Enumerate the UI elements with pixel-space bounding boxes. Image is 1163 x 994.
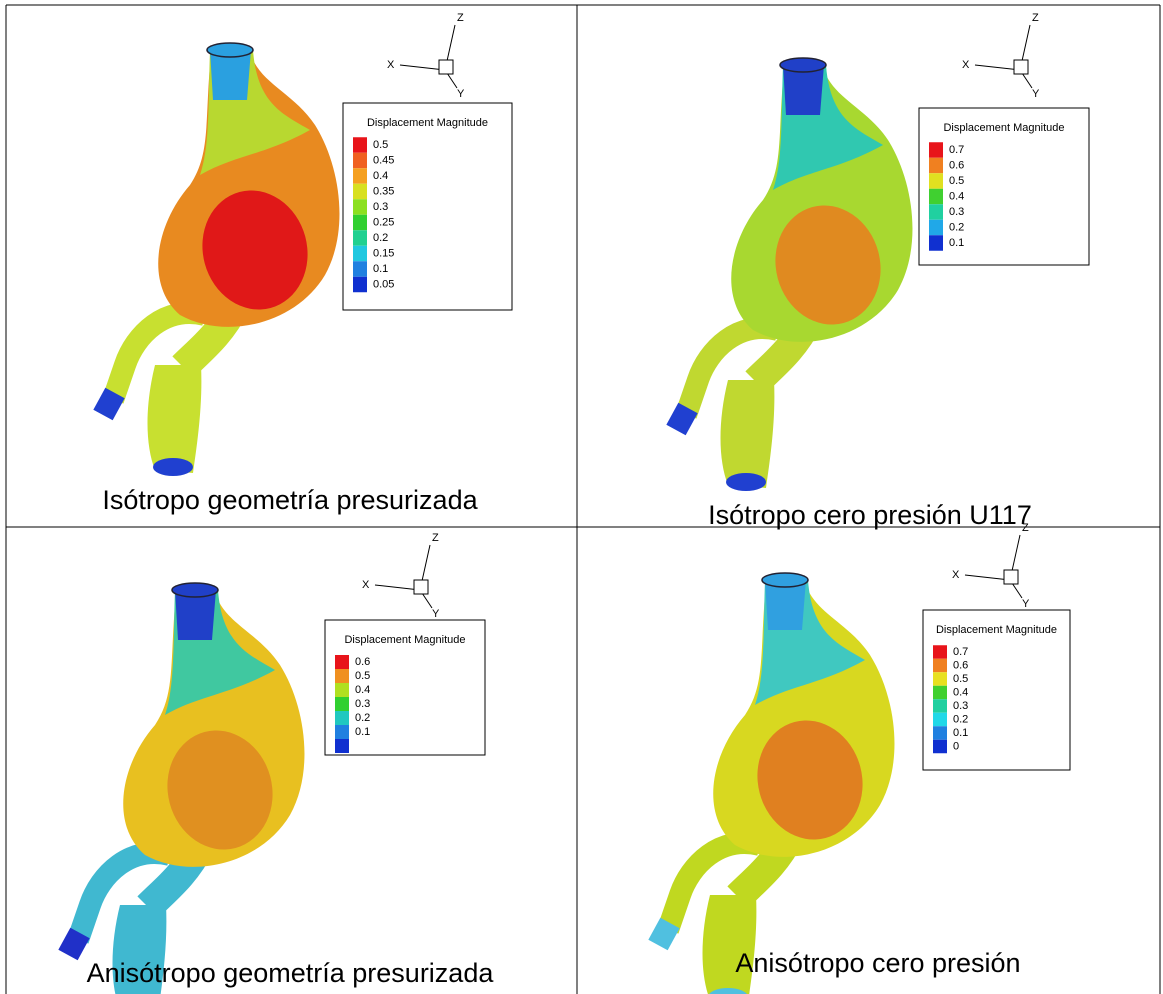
legend-label: 0.3 <box>953 700 968 712</box>
legend-label: 0.2 <box>355 712 370 724</box>
legend-swatch <box>353 277 367 293</box>
legend-swatch <box>335 655 349 669</box>
legend-swatch <box>929 189 943 205</box>
legend-swatch <box>933 699 947 713</box>
legend-label: 0.35 <box>373 185 394 197</box>
legend-swatch <box>929 158 943 174</box>
figure: Isótropo geometría presurizada Displaceme… <box>0 0 1163 994</box>
legend-swatch <box>335 683 349 697</box>
axis-x <box>965 575 1010 580</box>
legend-label: 0.05 <box>373 278 394 290</box>
axis-x <box>400 65 445 70</box>
legend-label: 0 <box>953 740 959 752</box>
axis-label-y: Y <box>457 88 465 100</box>
legend-label: 0.4 <box>949 190 964 202</box>
axis-x <box>375 585 420 590</box>
aneurysm-render <box>658 573 894 994</box>
caption: Isótropo cero presión U117 <box>708 500 1032 530</box>
legend-title: Displacement Magnitude <box>936 624 1057 636</box>
axis-label-z: Z <box>457 12 464 24</box>
axis-cube <box>1014 60 1028 74</box>
legend-label: 0.45 <box>373 154 394 166</box>
legend-swatch <box>933 740 947 754</box>
legend-swatch <box>335 725 349 739</box>
aneurysm-render <box>68 583 304 994</box>
legend-swatch <box>933 686 947 700</box>
legend-swatch <box>929 173 943 189</box>
axis-cube <box>1004 570 1018 584</box>
legend-label: 0.6 <box>355 656 370 668</box>
legend-swatch <box>933 659 947 673</box>
legend-label: 0.1 <box>373 263 388 275</box>
caption: Anisótropo cero presión <box>735 948 1020 978</box>
legend-label: 0.2 <box>373 232 388 244</box>
legend-swatch <box>353 199 367 215</box>
legend-swatch <box>353 184 367 200</box>
legend-label: 0.1 <box>949 237 964 249</box>
axis-label-y: Y <box>1032 88 1040 100</box>
legend-swatch <box>353 137 367 153</box>
axis-x <box>975 65 1020 70</box>
legend-label: 0.4 <box>373 170 388 182</box>
legend-swatch <box>353 168 367 184</box>
legend-title: Displacement Magnitude <box>344 634 465 646</box>
axis-label-y: Y <box>1022 598 1030 610</box>
legend-label: 0.5 <box>373 139 388 151</box>
axis-label-x: X <box>952 569 960 581</box>
legend-swatch <box>353 261 367 277</box>
legend-label: 0.4 <box>953 686 968 698</box>
legend-swatch <box>929 204 943 220</box>
legend-swatch <box>933 645 947 659</box>
legend-label: 0.1 <box>355 726 370 738</box>
axis-label-z: Z <box>1032 12 1039 24</box>
legend-label: 0.5 <box>949 175 964 187</box>
legend-swatch <box>353 230 367 246</box>
legend-label: 0.3 <box>373 201 388 213</box>
legend-swatch <box>353 215 367 231</box>
axis-label-x: X <box>962 59 970 71</box>
legend-box <box>343 103 512 310</box>
legend-label: 0.25 <box>373 216 394 228</box>
legend-swatch <box>933 672 947 686</box>
legend-label: 0.7 <box>953 646 968 658</box>
legend-label: 0.4 <box>355 684 370 696</box>
axis-cube <box>414 580 428 594</box>
legend-label: 0.7 <box>949 144 964 156</box>
legend-label: 0.2 <box>953 713 968 725</box>
legend-swatch <box>933 713 947 727</box>
aneurysm-render <box>103 43 339 476</box>
legend-label: 0.6 <box>953 659 968 671</box>
legend-label: 0.2 <box>949 221 964 233</box>
legend-label: 0.15 <box>373 247 394 259</box>
legend-swatch <box>335 669 349 683</box>
legend-swatch <box>353 246 367 262</box>
aneurysm-render <box>676 58 912 491</box>
legend-swatch <box>929 142 943 158</box>
legend-swatch <box>335 739 349 753</box>
legend-label: 0.5 <box>953 673 968 685</box>
axis-label-y: Y <box>432 608 440 620</box>
legend-label: 0.1 <box>953 727 968 739</box>
legend-label: 0.6 <box>949 159 964 171</box>
legend-title: Displacement Magnitude <box>367 117 488 129</box>
caption: Isótropo geometría presurizada <box>102 485 478 515</box>
axis-label-x: X <box>387 59 395 71</box>
legend-swatch <box>929 220 943 236</box>
legend-swatch <box>335 697 349 711</box>
axis-label-z: Z <box>1022 522 1029 534</box>
legend-swatch <box>929 235 943 251</box>
axis-label-x: X <box>362 579 370 591</box>
legend-swatch <box>335 711 349 725</box>
caption: Anisótropo geometría presurizada <box>87 958 495 988</box>
legend-label: 0.3 <box>355 698 370 710</box>
legend-swatch <box>933 726 947 740</box>
legend-label: 0.5 <box>355 670 370 682</box>
legend-title: Displacement Magnitude <box>943 122 1064 134</box>
legend-label: 0.3 <box>949 206 964 218</box>
axis-cube <box>439 60 453 74</box>
axis-label-z: Z <box>432 532 439 544</box>
legend-swatch <box>353 153 367 169</box>
